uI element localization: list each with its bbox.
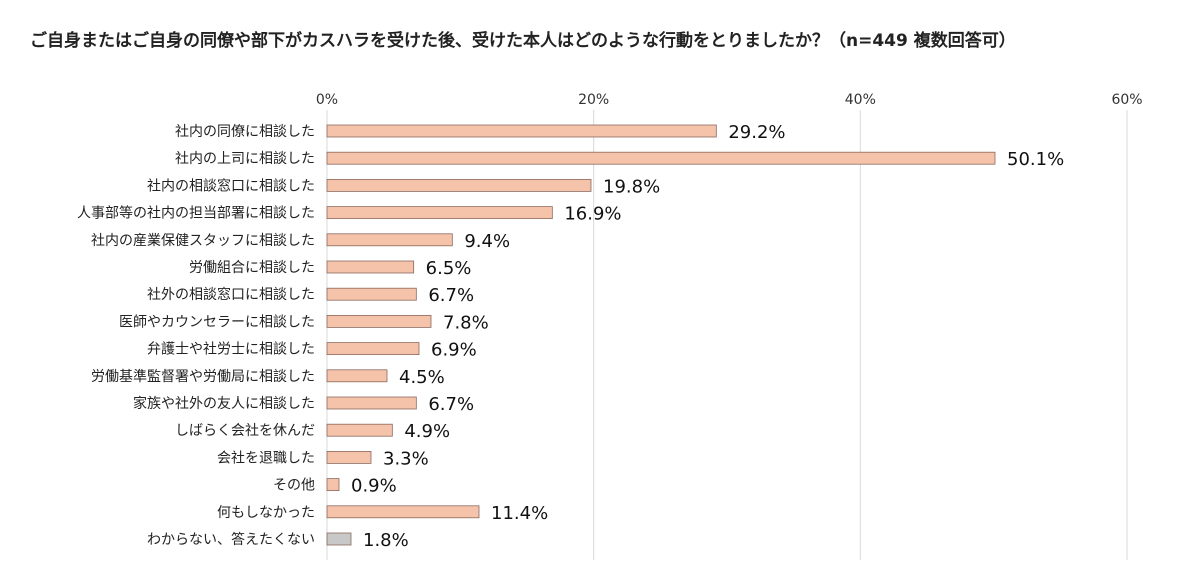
category-label: 社内の上司に相談した: [175, 151, 315, 167]
data-label: 6.5%: [426, 258, 472, 279]
data-label: 6.7%: [428, 394, 474, 415]
category-label: しばらく会社を休んだ: [175, 423, 315, 439]
bar: [326, 314, 432, 328]
category-label: その他: [273, 478, 315, 494]
category-label: 会社を退職した: [217, 450, 315, 466]
category-label: 労働基準監督署や労働局に相談した: [91, 368, 315, 385]
data-label: 4.5%: [399, 367, 445, 388]
data-label: 19.8%: [603, 176, 660, 197]
data-label: 29.2%: [728, 122, 785, 143]
bar: [326, 396, 417, 410]
category-label: 何もしなかった: [217, 505, 315, 521]
data-label: 0.9%: [351, 476, 397, 497]
data-label: 6.7%: [428, 285, 474, 306]
bar: [326, 369, 388, 383]
category-label: 社内の同僚に相談した: [175, 124, 315, 140]
category-label: 社外の相談窓口に相談した: [147, 286, 315, 303]
bar: [326, 342, 420, 356]
bar: [326, 206, 553, 220]
tick-label: 20%: [578, 92, 609, 108]
data-label: 9.4%: [464, 231, 510, 252]
category-label: 人事部等の社内の担当部署に相談した: [77, 205, 315, 222]
category-label: 家族や社外の友人に相談した: [133, 395, 315, 412]
tick-label: 40%: [845, 92, 876, 108]
category-label: 社内の相談窓口に相談した: [147, 177, 315, 194]
tick-label: 0%: [316, 92, 338, 108]
data-label: 3.3%: [383, 448, 429, 469]
bar: [326, 151, 996, 165]
bar: [326, 450, 372, 464]
category-label: 社内の産業保健スタッフに相談した: [91, 233, 315, 249]
category-label: 労働組合に相談した: [189, 260, 315, 276]
data-label: 6.9%: [431, 340, 477, 361]
bar: [326, 260, 415, 274]
data-label: 1.8%: [363, 530, 409, 551]
bar: [326, 478, 340, 492]
bar: [326, 178, 592, 192]
data-label: 11.4%: [491, 503, 548, 524]
bar: [326, 287, 417, 301]
bar: [326, 124, 717, 138]
category-label: わからない、答えたくない: [147, 531, 315, 548]
category-label: 弁護士や社労士に相談した: [147, 342, 315, 358]
category-label: 医師やカウンセラーに相談した: [119, 314, 315, 330]
data-label: 16.9%: [564, 204, 621, 225]
bar: [326, 532, 352, 546]
data-label: 4.9%: [404, 421, 450, 442]
data-label: 7.8%: [443, 312, 489, 333]
tick-label: 60%: [1111, 92, 1142, 108]
chart-title: ご自身またはご自身の同僚や部下がカスハラを受けた後、受けた本人はどのような行動を…: [30, 31, 1016, 51]
bar: [326, 423, 393, 437]
data-label: 50.1%: [1007, 149, 1064, 170]
bar: [326, 233, 453, 247]
bar: [326, 505, 480, 519]
